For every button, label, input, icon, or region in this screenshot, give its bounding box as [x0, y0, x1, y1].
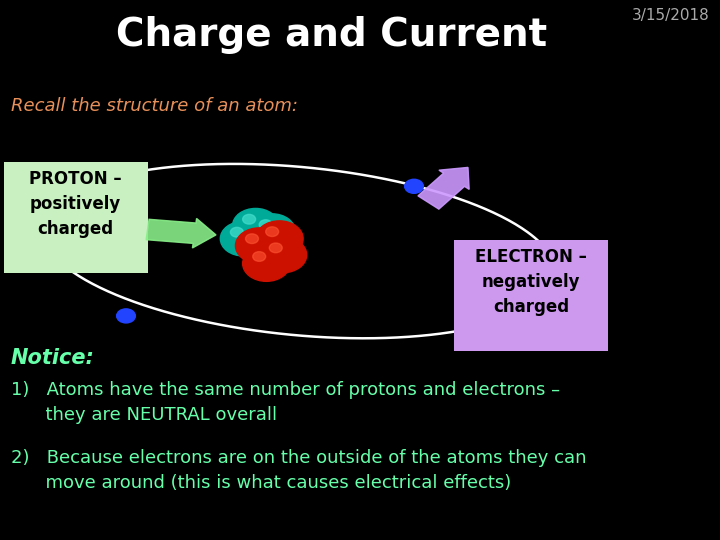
Circle shape: [259, 237, 307, 273]
Circle shape: [259, 220, 272, 229]
Circle shape: [269, 243, 282, 253]
Text: Notice:: Notice:: [11, 348, 94, 368]
Text: 2)   Because electrons are on the outside of the atoms they can
      move aroun: 2) Because electrons are on the outside …: [11, 449, 586, 492]
FancyArrow shape: [146, 219, 216, 248]
Circle shape: [249, 214, 295, 248]
FancyBboxPatch shape: [4, 162, 148, 273]
Text: 3/15/2018: 3/15/2018: [631, 8, 709, 23]
Circle shape: [230, 227, 243, 237]
Text: Recall the structure of an atom:: Recall the structure of an atom:: [11, 97, 298, 115]
Circle shape: [243, 214, 256, 224]
FancyBboxPatch shape: [454, 240, 608, 351]
Text: Charge and Current: Charge and Current: [116, 16, 546, 54]
Circle shape: [256, 221, 303, 256]
Circle shape: [243, 246, 290, 281]
Text: 1)   Atoms have the same number of protons and electrons –
      they are NEUTRA: 1) Atoms have the same number of protons…: [11, 381, 560, 424]
Circle shape: [405, 179, 423, 193]
Circle shape: [117, 309, 135, 323]
Circle shape: [251, 235, 297, 270]
Text: ELECTRON –
negatively
charged: ELECTRON – negatively charged: [475, 248, 587, 316]
Text: PROTON –
positively
charged: PROTON – positively charged: [30, 170, 122, 238]
Circle shape: [235, 228, 283, 264]
Circle shape: [261, 241, 274, 251]
Circle shape: [266, 227, 279, 237]
FancyArrow shape: [418, 167, 469, 209]
Circle shape: [233, 208, 279, 243]
Circle shape: [220, 221, 266, 256]
Circle shape: [246, 234, 258, 244]
Circle shape: [253, 252, 266, 261]
